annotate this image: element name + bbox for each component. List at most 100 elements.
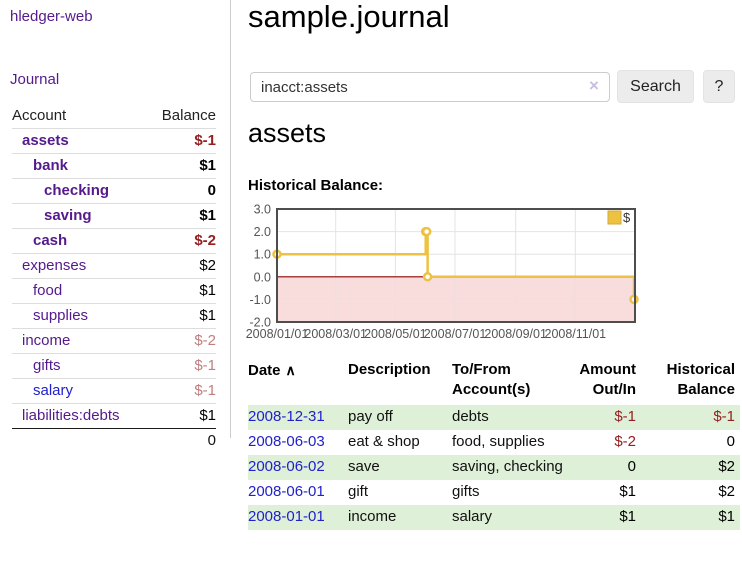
legend-swatch bbox=[607, 210, 622, 225]
account-heading: assets bbox=[248, 118, 327, 148]
account-balance: $-1 bbox=[194, 357, 216, 374]
account-row: food $1 bbox=[12, 278, 216, 303]
description-cell: eat & shop bbox=[348, 433, 420, 450]
transaction-date-link[interactable]: 2008-06-02 bbox=[248, 458, 325, 475]
transaction-date-link[interactable]: 2008-12-31 bbox=[248, 408, 325, 425]
account-balance: $-2 bbox=[194, 332, 216, 349]
description-cell: income bbox=[348, 505, 452, 530]
account-balance: $1 bbox=[199, 157, 216, 174]
x-tick-label: 2008/07/01 bbox=[424, 327, 487, 341]
register-header-cell: To/From Account(s) bbox=[452, 361, 531, 398]
account-table-body: assets $-1 bank $1 checking 0 saving $1 cash $-2 e… bbox=[12, 128, 216, 428]
register-table: Date ∧ Description To/From Account(s) Amount… bbox=[248, 359, 740, 530]
register-header-cell[interactable]: Date ∧ bbox=[248, 362, 296, 379]
balance-column-header: Balance bbox=[161, 107, 216, 124]
x-tick-label: 2008/01/01 bbox=[246, 327, 309, 341]
amount-cell: $1 bbox=[619, 483, 636, 500]
account-row: gifts $-1 bbox=[12, 353, 216, 378]
y-tick-label: 2.0 bbox=[254, 225, 271, 239]
sidebar: hledger-web Journal Account Balance asse… bbox=[0, 0, 231, 449]
transaction-date-link[interactable]: 2008-01-01 bbox=[248, 508, 325, 525]
account-link[interactable]: saving bbox=[44, 207, 92, 224]
balance-cell: $1 bbox=[644, 505, 740, 530]
register-header-cell: Amount Out/In bbox=[579, 361, 636, 398]
account-total-value: 0 bbox=[207, 432, 216, 449]
y-tick-label: 0.0 bbox=[254, 270, 271, 284]
chart-title: Historical Balance: bbox=[248, 177, 384, 194]
accounts-cell: gifts bbox=[452, 483, 480, 500]
date-cell: 2008-06-03 bbox=[248, 430, 348, 455]
transaction-date-link[interactable]: 2008-06-01 bbox=[248, 483, 325, 500]
y-tick-label: 3.0 bbox=[254, 203, 271, 217]
account-row: liabilities:debts $1 bbox=[12, 403, 216, 428]
search-form: × Search ? bbox=[248, 70, 742, 104]
account-row: cash $-2 bbox=[12, 228, 216, 253]
register-row: 2008-12-31 pay off debts $-1 $-1 bbox=[248, 405, 740, 430]
account-link[interactable]: expenses bbox=[22, 257, 87, 274]
account-link[interactable]: food bbox=[33, 282, 63, 299]
brand-link[interactable]: hledger-web bbox=[10, 8, 93, 25]
account-table: Account Balance assets $-1 bank $1 checking 0… bbox=[12, 104, 216, 453]
account-balance: $-2 bbox=[194, 232, 216, 249]
plot-border bbox=[276, 208, 636, 323]
account-balance: 0 bbox=[207, 182, 216, 199]
account-table-header: Account Balance bbox=[12, 104, 216, 128]
amount-cell: $1 bbox=[564, 505, 644, 530]
balance-cell: $2 bbox=[644, 455, 740, 480]
journal-link[interactable]: Journal bbox=[10, 71, 60, 88]
y-tick-label: 1.0 bbox=[254, 248, 271, 262]
sort-asc-icon: ∧ bbox=[285, 362, 296, 378]
account-link[interactable]: supplies bbox=[33, 307, 89, 324]
balance-cell: 0 bbox=[726, 433, 735, 450]
amount-cell: 0 bbox=[564, 455, 644, 480]
date-cell: 2008-12-31 bbox=[248, 405, 348, 430]
x-tick-label: 2008/09/01 bbox=[484, 327, 547, 341]
main-content: sample.journal × Search ? assets Histori… bbox=[246, 0, 742, 582]
y-tick-label: -2.0 bbox=[249, 316, 271, 330]
account-row: expenses $2 bbox=[12, 253, 216, 278]
register-header-row: Date ∧ Description To/From Account(s) Amount… bbox=[248, 359, 740, 405]
account-row: checking 0 bbox=[12, 178, 216, 203]
accounts-cell: saving, checking bbox=[452, 455, 564, 480]
date-cell: 2008-06-01 bbox=[248, 480, 348, 505]
legend-label: $ bbox=[623, 210, 631, 225]
search-input[interactable] bbox=[250, 72, 610, 102]
search-button[interactable]: Search bbox=[617, 70, 694, 103]
account-link[interactable]: cash bbox=[33, 232, 68, 249]
account-balance: $1 bbox=[199, 307, 216, 324]
accounts-cell: salary bbox=[452, 505, 564, 530]
account-link[interactable]: checking bbox=[44, 182, 110, 199]
account-link[interactable]: liabilities:debts bbox=[22, 407, 120, 424]
account-link[interactable]: salary bbox=[33, 382, 74, 399]
x-tick-label: 2008/05/01 bbox=[364, 327, 427, 341]
x-tick-label: 2008/11/01 bbox=[545, 327, 607, 341]
account-column-header: Account bbox=[12, 107, 67, 124]
help-button[interactable]: ? bbox=[703, 70, 735, 103]
y-tick-label: -1.0 bbox=[249, 293, 271, 307]
account-row: saving $1 bbox=[12, 203, 216, 228]
account-link[interactable]: gifts bbox=[33, 357, 61, 374]
account-total-row: 0 bbox=[12, 428, 216, 453]
data-point-marker bbox=[422, 272, 433, 282]
register-header-cell: Description bbox=[348, 361, 431, 378]
account-link[interactable]: assets bbox=[22, 132, 69, 149]
account-row: bank $1 bbox=[12, 153, 216, 178]
transaction-date-link[interactable]: 2008-06-03 bbox=[248, 433, 325, 450]
description-cell: gift bbox=[348, 483, 369, 500]
accounts-cell: food, supplies bbox=[452, 433, 545, 450]
amount-cell: $-2 bbox=[614, 433, 636, 450]
account-balance: $2 bbox=[199, 257, 216, 274]
register-row: 2008-06-01 gift gifts $1 $2 bbox=[248, 480, 740, 505]
account-link[interactable]: bank bbox=[33, 157, 69, 174]
account-row: supplies $1 bbox=[12, 303, 216, 328]
account-balance: $-1 bbox=[194, 382, 216, 399]
amount-cell: $-1 bbox=[564, 405, 644, 430]
register-row: 2008-06-02 save saving, checking 0 $2 bbox=[248, 455, 740, 480]
register-row: 2008-06-03 eat & shop food, supplies $-2 0 bbox=[248, 430, 740, 455]
accounts-cell: debts bbox=[452, 405, 564, 430]
account-row: assets $-1 bbox=[12, 128, 216, 153]
account-row: income $-2 bbox=[12, 328, 216, 353]
account-link[interactable]: income bbox=[22, 332, 71, 349]
account-balance: $-1 bbox=[194, 132, 216, 149]
clear-search-icon[interactable]: × bbox=[589, 76, 599, 95]
